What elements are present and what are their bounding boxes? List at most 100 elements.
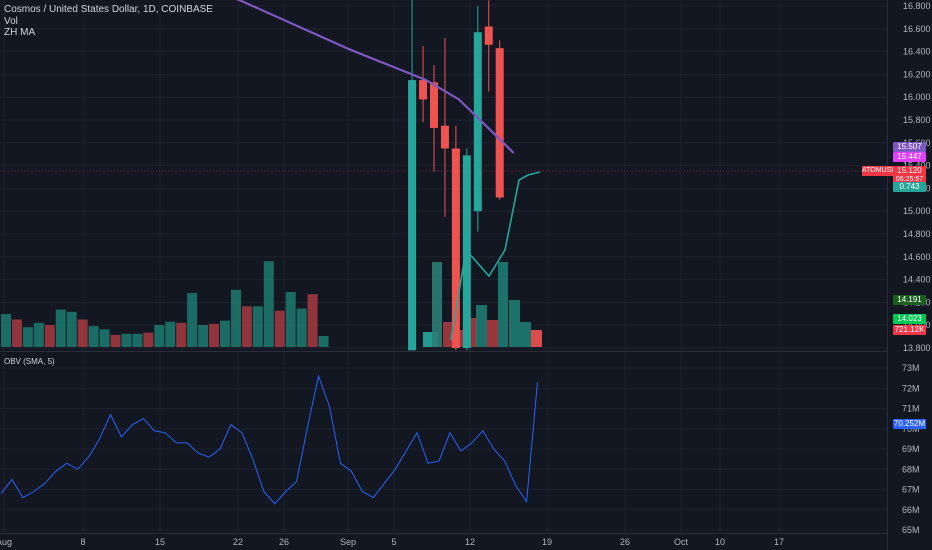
price-tick-label: 15.000 [903,206,931,216]
obv-tick-label: 71M [902,404,920,414]
volume-bar [198,325,209,347]
vol-green-badge: 14.023 [893,314,926,324]
volume-bar [1,314,11,347]
chart-title: Cosmos / United States Dollar, 1D, COINB… [4,4,213,15]
ma-value-badge: 15.507 [893,142,926,152]
volume-bar [296,308,307,347]
volume-bar [77,319,88,347]
price-tick-label: 16.200 [903,69,931,79]
volume-bar [132,333,143,347]
volume-bar [55,309,66,347]
volume-bars [1,261,329,347]
volume-bar [487,320,498,347]
volume-bar [44,325,55,347]
volume-bar [176,322,187,347]
volume-bar [110,334,121,347]
symbol-tag: ATOMUSD [862,166,897,176]
obv-legend: OBV (SMA, 5) [4,357,55,366]
volume-bar [187,293,198,347]
countdown-badge: 06:25:57 [893,175,926,185]
volume-bar [66,311,77,347]
obv-tick-label: 73M [902,363,920,373]
volume-overlay [423,262,542,347]
time-tick-label: 19 [542,537,552,547]
time-tick-label: 15 [155,537,165,547]
candle-body [484,26,493,45]
time-tick-label: 26 [279,537,289,547]
teal-value-badge: 0.743 [893,182,926,192]
volume-bar [22,327,33,347]
volume-bar [165,321,176,347]
candle-body [430,82,438,128]
obv-tick-label: 72M [902,383,920,393]
volume-bar [11,319,22,347]
volume-bar [509,300,520,347]
candle-body [419,80,428,100]
obv-tick-label: 68M [902,464,920,474]
volume-bar [33,322,44,347]
time-tick-label: 22 [233,537,243,547]
volume-bar [263,261,274,347]
time-tick-label: 12 [465,537,475,547]
vol-ma-badge: 14.191 [893,295,926,305]
time-tick-label: Aug [0,537,12,547]
candle-body [473,32,482,212]
volume-bar [88,326,99,347]
ma-legend: ZH MA [4,27,36,38]
obv-axis: 73M72M71M70M69M68M67M66M65M [902,363,920,535]
candle-body [495,48,504,198]
last-price-badge: 15.120 [893,166,926,176]
obv-tick-label: 69M [902,444,920,454]
volume-badge: 721.12K [893,325,926,335]
ma-value-badge-2: 15.447 [893,152,926,162]
time-tick-label: 5 [391,537,396,547]
volume-bar [476,305,487,347]
volume-bar [520,322,531,347]
volume-bar [466,318,477,347]
volume-bar [121,333,132,347]
obv-tick-label: 67M [902,485,920,495]
time-tick-label: Oct [674,537,689,547]
volume-bar [252,306,263,347]
volume-bar [220,320,230,347]
obv-tick-label: 66M [902,505,920,515]
grid [0,0,887,533]
volume-bar [498,262,508,347]
volume-bar [432,262,442,347]
volume-bar [307,294,318,347]
volume-bar [154,325,165,347]
candles [408,0,504,351]
volume-bar [443,322,454,347]
volume-bar [230,289,241,347]
time-tick-label: 26 [620,537,630,547]
price-tick-label: 16.400 [903,47,931,57]
volume-bar [318,336,329,347]
volume-bar [99,329,110,347]
obv-line [0,374,538,505]
volume-bar [209,323,220,347]
obv-tick-label: 65M [902,525,920,535]
volume-bar [143,332,154,347]
price-tick-label: 14.400 [903,275,931,285]
price-tick-label: 16.000 [903,92,931,102]
price-tick-label: 16.600 [903,24,931,34]
obv-value-badge: 70.252M [893,419,926,429]
volume-bar [531,330,542,347]
volume-bar [285,292,296,347]
price-tick-label: 14.800 [903,229,931,239]
time-axis: Aug 8 15 22 26 Sep 5 12 19 26 Oct 10 17 [0,537,784,547]
candle-body [440,125,449,149]
price-tick-label: 15.400 [903,161,931,171]
ma-line [235,0,515,154]
price-tick-label: 14.600 [903,252,931,262]
time-tick-label: Sep [340,537,356,547]
vol-legend: Vol [4,16,18,27]
time-tick-label: 8 [80,537,85,547]
candle-body [408,80,417,351]
volume-bar [274,310,285,347]
volume-bar [241,306,252,347]
time-tick-label: 10 [715,537,725,547]
candle-body [451,148,460,348]
teal-ma-line [450,171,541,341]
